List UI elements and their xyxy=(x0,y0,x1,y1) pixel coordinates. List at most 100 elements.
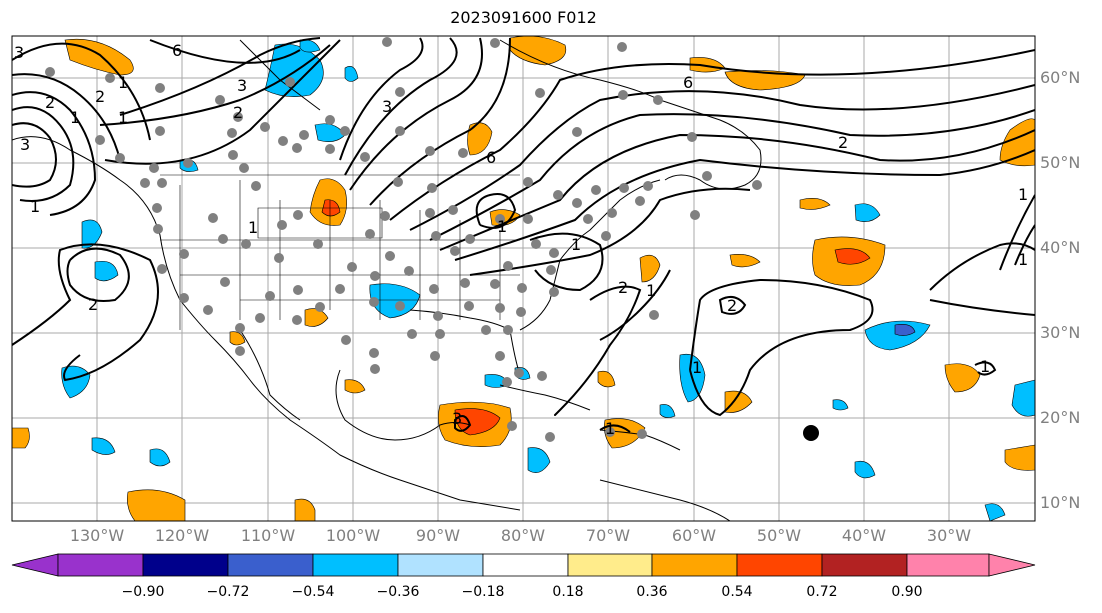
colorbar-tick-label: −0.54 xyxy=(291,584,335,600)
contour-label: 2 xyxy=(618,278,628,297)
contour-label-group: 3 6 3 2 1 3 6 6 2 1 1 2 1 2 2 1 1 3 1 1 … xyxy=(14,41,1028,438)
colorbar-tick-label: 0.72 xyxy=(806,584,838,600)
longitude-label: 80°W xyxy=(500,526,546,545)
contour-label: 1 xyxy=(571,235,581,254)
coastlines xyxy=(12,39,762,521)
latitude-label: 30°N xyxy=(1040,323,1081,342)
contour-label: 3 xyxy=(14,43,24,62)
shade-orange xyxy=(127,489,186,521)
colorbar-tick-label: 0.18 xyxy=(552,584,584,600)
shade-blue xyxy=(91,437,116,455)
map-frame xyxy=(11,35,1036,522)
longitude-label: 110°W xyxy=(240,526,296,545)
colorbar-bin xyxy=(821,553,908,577)
colorbar-tick-label: −0.72 xyxy=(206,584,250,600)
shade-orange xyxy=(799,198,831,210)
colorbar-bin xyxy=(482,553,569,577)
contour-label: 6 xyxy=(683,73,693,92)
longitude-label: 50°W xyxy=(756,526,802,545)
latitude-label: 10°N xyxy=(1040,493,1081,512)
longitude-label: 30°W xyxy=(926,526,972,545)
colorbar-bin xyxy=(906,553,990,577)
contour-label: 2 xyxy=(88,295,98,314)
colorbar-bin xyxy=(312,553,399,577)
contour-label: 2 xyxy=(45,93,55,112)
contour-lines xyxy=(12,37,1035,433)
contour-label: 6 xyxy=(172,41,182,60)
colorbar-extend-low xyxy=(11,553,59,577)
contour-label: 1 xyxy=(1018,185,1028,204)
colorbar-bin xyxy=(651,553,738,577)
storm-center-dot xyxy=(803,425,819,441)
longitude-label: 130°W xyxy=(69,526,125,545)
contour-label: 1 xyxy=(1018,250,1028,269)
shade-blue xyxy=(864,320,931,351)
colorbar-tick-label: 0.54 xyxy=(721,584,753,600)
shade-orange xyxy=(597,371,616,388)
shade-blue xyxy=(854,203,881,222)
contour-label: 3 xyxy=(452,409,462,428)
contour-label: 1 xyxy=(497,217,507,236)
colorbar-bin xyxy=(227,553,314,577)
latitude-label: 60°N xyxy=(1040,68,1081,87)
contour-label: 1 xyxy=(118,108,128,127)
latitude-label: 20°N xyxy=(1040,408,1081,427)
contour-label: 6 xyxy=(486,148,496,167)
shade-orange xyxy=(344,379,366,394)
shade-blue xyxy=(81,219,103,249)
colorbar-tick-label: 0.36 xyxy=(636,584,668,600)
shade-red xyxy=(834,248,871,265)
latitude-label: 40°N xyxy=(1040,238,1081,257)
shade-orange xyxy=(639,254,661,283)
shade-orange xyxy=(724,70,806,91)
colorbar-bin xyxy=(736,553,823,577)
shade-orange xyxy=(294,498,316,521)
contour-label: 3 xyxy=(237,76,247,95)
contour-label: 1 xyxy=(118,73,128,92)
shade-blue xyxy=(659,404,676,418)
shade-orange xyxy=(944,363,981,393)
contour-label: 1 xyxy=(70,108,80,127)
colorbar-tick-label: −0.18 xyxy=(461,584,505,600)
shade-blue xyxy=(984,503,1006,521)
contour-label: 2 xyxy=(95,87,105,106)
shade-orange xyxy=(304,308,329,327)
longitude-label: 100°W xyxy=(325,526,381,545)
shade-orange xyxy=(724,390,753,413)
shade-blue xyxy=(61,365,91,399)
latitude-label: 50°N xyxy=(1040,153,1081,172)
contour-label: 1 xyxy=(30,197,40,216)
shade-orange xyxy=(12,427,30,449)
shade-orange xyxy=(509,36,567,66)
shaded-areas xyxy=(12,36,1035,521)
colorbar-extend-high xyxy=(988,553,1036,577)
contour-label: 2 xyxy=(233,103,243,122)
colorbar-tick-label: −0.90 xyxy=(121,584,165,600)
contour-label: 1 xyxy=(605,419,615,438)
shade-blue xyxy=(854,461,876,479)
state-borders xyxy=(160,174,520,330)
longitude-label: 70°W xyxy=(585,526,631,545)
map-title: 2023091600 F012 xyxy=(450,8,597,27)
shade-blue xyxy=(527,447,551,473)
contour-label: 3 xyxy=(382,97,392,116)
station-dots xyxy=(45,37,762,442)
shade-blue xyxy=(94,261,119,282)
colorbar-bin xyxy=(397,553,484,577)
shade-darkblue xyxy=(894,324,916,336)
longitude-label: 120°W xyxy=(154,526,210,545)
shade-orange xyxy=(229,331,246,346)
colorbar-bin xyxy=(142,553,229,577)
longitude-label: 40°W xyxy=(841,526,887,545)
contour-label: 1 xyxy=(980,357,990,376)
shade-blue xyxy=(149,448,171,467)
contour-label: 1 xyxy=(646,281,656,300)
contour-label: 1 xyxy=(248,218,258,237)
shade-orange xyxy=(64,38,134,76)
longitude-label: 60°W xyxy=(671,526,717,545)
contour-label: 2 xyxy=(838,133,848,152)
colorbar xyxy=(11,553,1036,577)
shade-blue xyxy=(344,66,359,82)
colorbar-tick-label: −0.36 xyxy=(376,584,420,600)
